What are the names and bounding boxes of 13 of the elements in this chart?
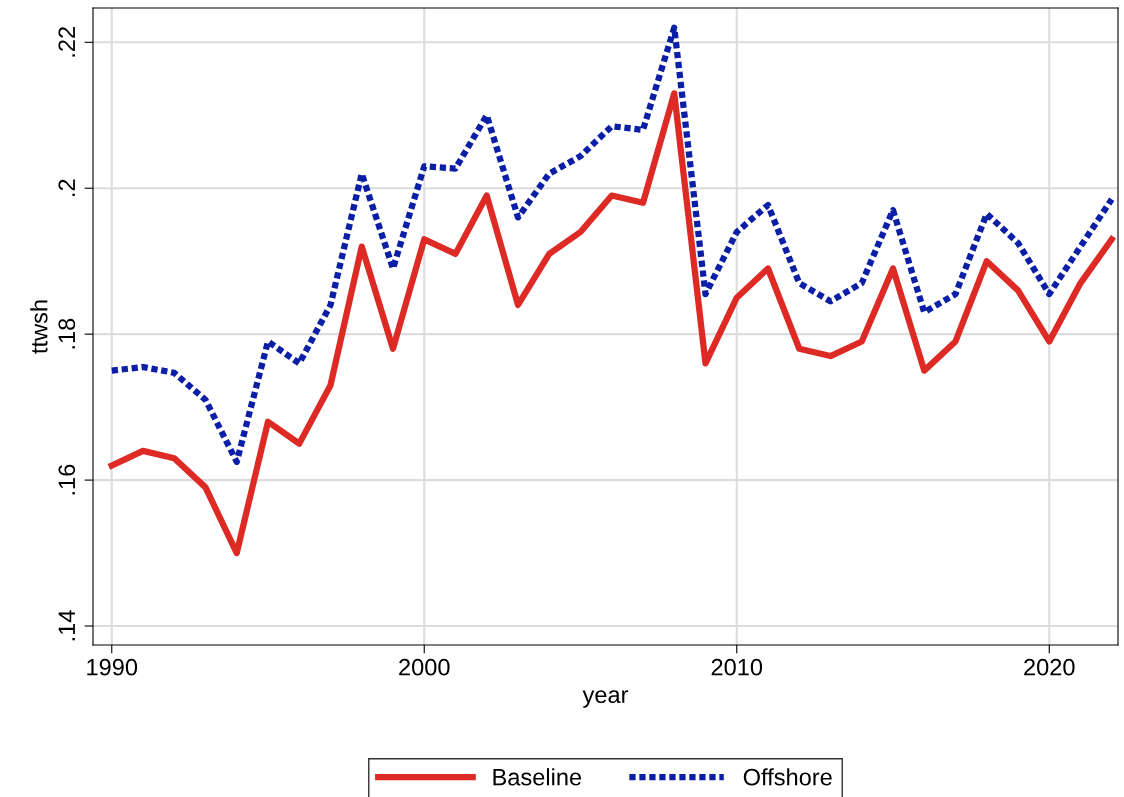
y-tick-label: .18 bbox=[58, 318, 76, 349]
x-tick-label: 1990 bbox=[87, 658, 138, 676]
x-axis-title: year bbox=[582, 690, 629, 708]
legend-label: Baseline bbox=[493, 768, 582, 786]
y-tick-label: .22 bbox=[58, 27, 75, 57]
x-tick-label: 2000 bbox=[399, 658, 450, 676]
x-tick-label: 2020 bbox=[1024, 658, 1075, 676]
legend-label: Offshore bbox=[743, 768, 832, 786]
y-tick-label: .14 bbox=[58, 610, 75, 641]
y-tick-label: .16 bbox=[58, 464, 76, 495]
y-tick-label: .2 bbox=[58, 179, 75, 196]
y-axis-title: ttwsh bbox=[30, 300, 48, 354]
x-tick-label: 2010 bbox=[711, 658, 763, 676]
